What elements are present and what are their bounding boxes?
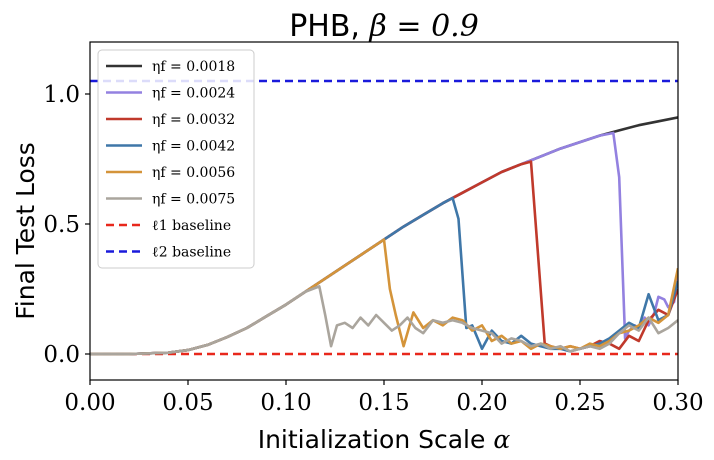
x-tick-label: 0.30: [652, 390, 703, 416]
y-axis-label: Final Test Loss: [11, 142, 40, 320]
x-axis-label-symbol: α: [493, 425, 510, 454]
legend: ηf = 0.0018 ηf = 0.0024 ηf = 0.0032 ηf = 0.…: [97, 49, 255, 269]
x-tick-label: 0.15: [358, 390, 409, 416]
legend-label-6: ℓ1 baseline: [152, 218, 231, 234]
legend-label-7: ℓ2 baseline: [152, 245, 231, 261]
y-tick-label: 0.5: [43, 212, 80, 238]
chart-title: PHB, β = 0.9: [289, 9, 479, 44]
x-tick-label: 0.05: [162, 390, 213, 416]
chart-title-text: PHB,: [289, 9, 369, 44]
y-tick-label: 0.0: [43, 342, 80, 368]
legend-box: [97, 49, 255, 269]
x-tick-label: 0.25: [554, 390, 605, 416]
legend-label-4: ηf = 0.0056: [152, 165, 235, 181]
legend-label-3: ηf = 0.0042: [152, 139, 235, 155]
axes-group: 0.00 0.05 0.10 0.15 0.20 0.25 0.30 0.0 0.5 1.0: [43, 41, 704, 416]
series-line-5: [90, 285, 678, 356]
x-axis-label: Initialization Scale α: [258, 425, 511, 454]
x-tick-label: 0.10: [260, 390, 311, 416]
legend-label-2: ηf = 0.0032: [152, 112, 235, 128]
x-axis-label-text: Initialization Scale: [258, 425, 486, 454]
legend-label-0: ηf = 0.0018: [152, 59, 235, 75]
legend-label-1: ηf = 0.0024: [152, 86, 235, 102]
x-tick-label: 0.20: [456, 390, 507, 416]
chart-title-math: β = 0.9: [369, 9, 479, 44]
legend-label-5: ηf = 0.0075: [152, 192, 235, 208]
x-tick-label: 0.00: [64, 390, 115, 416]
y-tick-label: 1.0: [43, 82, 80, 108]
